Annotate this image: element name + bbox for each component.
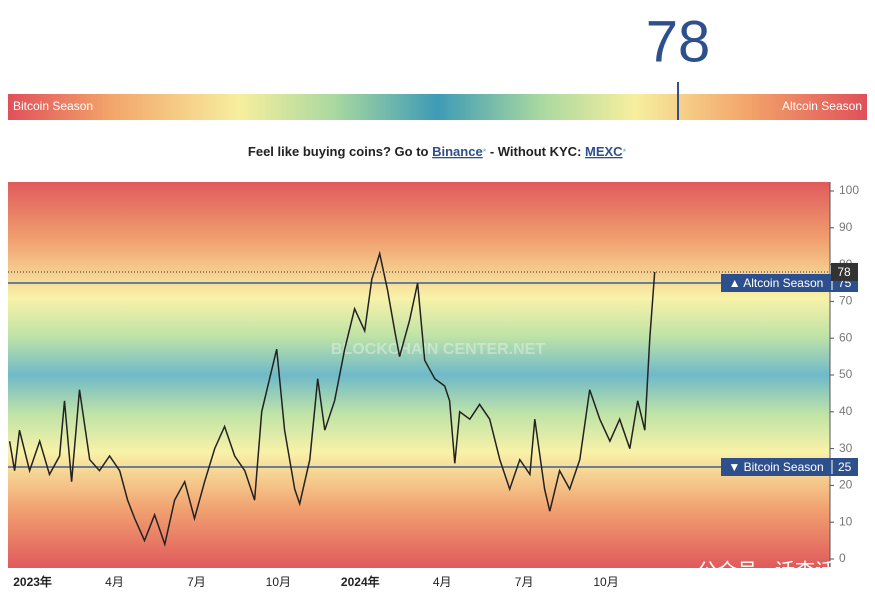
- x-tick-label: 2024年: [341, 574, 380, 589]
- y-tick-label: 30: [839, 441, 853, 455]
- footer-watermark: 公众号 · 话李话外: [697, 559, 855, 582]
- current-value: 78: [837, 265, 851, 279]
- y-tick-label: 0: [839, 551, 846, 565]
- star: *: [483, 147, 487, 157]
- x-tick-label: 2023年: [13, 574, 52, 589]
- x-tick-label: 7月: [515, 575, 534, 589]
- threshold-label: ▼ Bitcoin Season: [728, 460, 823, 474]
- watermark: BLOCKCHAIN CENTER.NET: [331, 341, 545, 358]
- gauge-bar: [8, 94, 867, 120]
- y-tick-label: 70: [839, 294, 853, 308]
- y-tick-label: 60: [839, 330, 853, 344]
- threshold-box: [721, 458, 858, 476]
- y-tick-label: 40: [839, 404, 853, 418]
- gauge-right-label: Altcoin Season: [782, 99, 862, 113]
- x-tick-label: 4月: [105, 575, 124, 589]
- promo-text: - Without KYC:: [486, 144, 585, 159]
- promo-text: Feel like buying coins? Go to: [248, 144, 432, 159]
- y-tick-label: 10: [839, 514, 853, 528]
- link[interactable]: MEXC: [585, 144, 623, 159]
- threshold-value: 25: [838, 460, 852, 474]
- star: *: [623, 147, 627, 157]
- y-tick-label: 90: [839, 220, 853, 234]
- y-tick-label: 100: [839, 183, 859, 197]
- x-tick-label: 10月: [266, 575, 291, 589]
- x-tick-label: 4月: [433, 575, 452, 589]
- y-tick-label: 50: [839, 367, 853, 381]
- gauge-value: 78: [646, 9, 711, 74]
- threshold-label: ▲ Altcoin Season: [729, 276, 824, 290]
- gauge-left-label: Bitcoin Season: [13, 99, 93, 113]
- promo: Feel like buying coins? Go to Binance* -…: [248, 144, 627, 159]
- plot-background: [8, 182, 830, 568]
- y-tick-label: 20: [839, 478, 853, 492]
- x-tick-label: 7月: [187, 575, 206, 589]
- threshold-box: [721, 274, 858, 292]
- link[interactable]: Binance: [432, 144, 483, 159]
- data-line: [8, 250, 656, 548]
- x-tick-label: 10月: [593, 575, 618, 589]
- current-box: [831, 262, 858, 281]
